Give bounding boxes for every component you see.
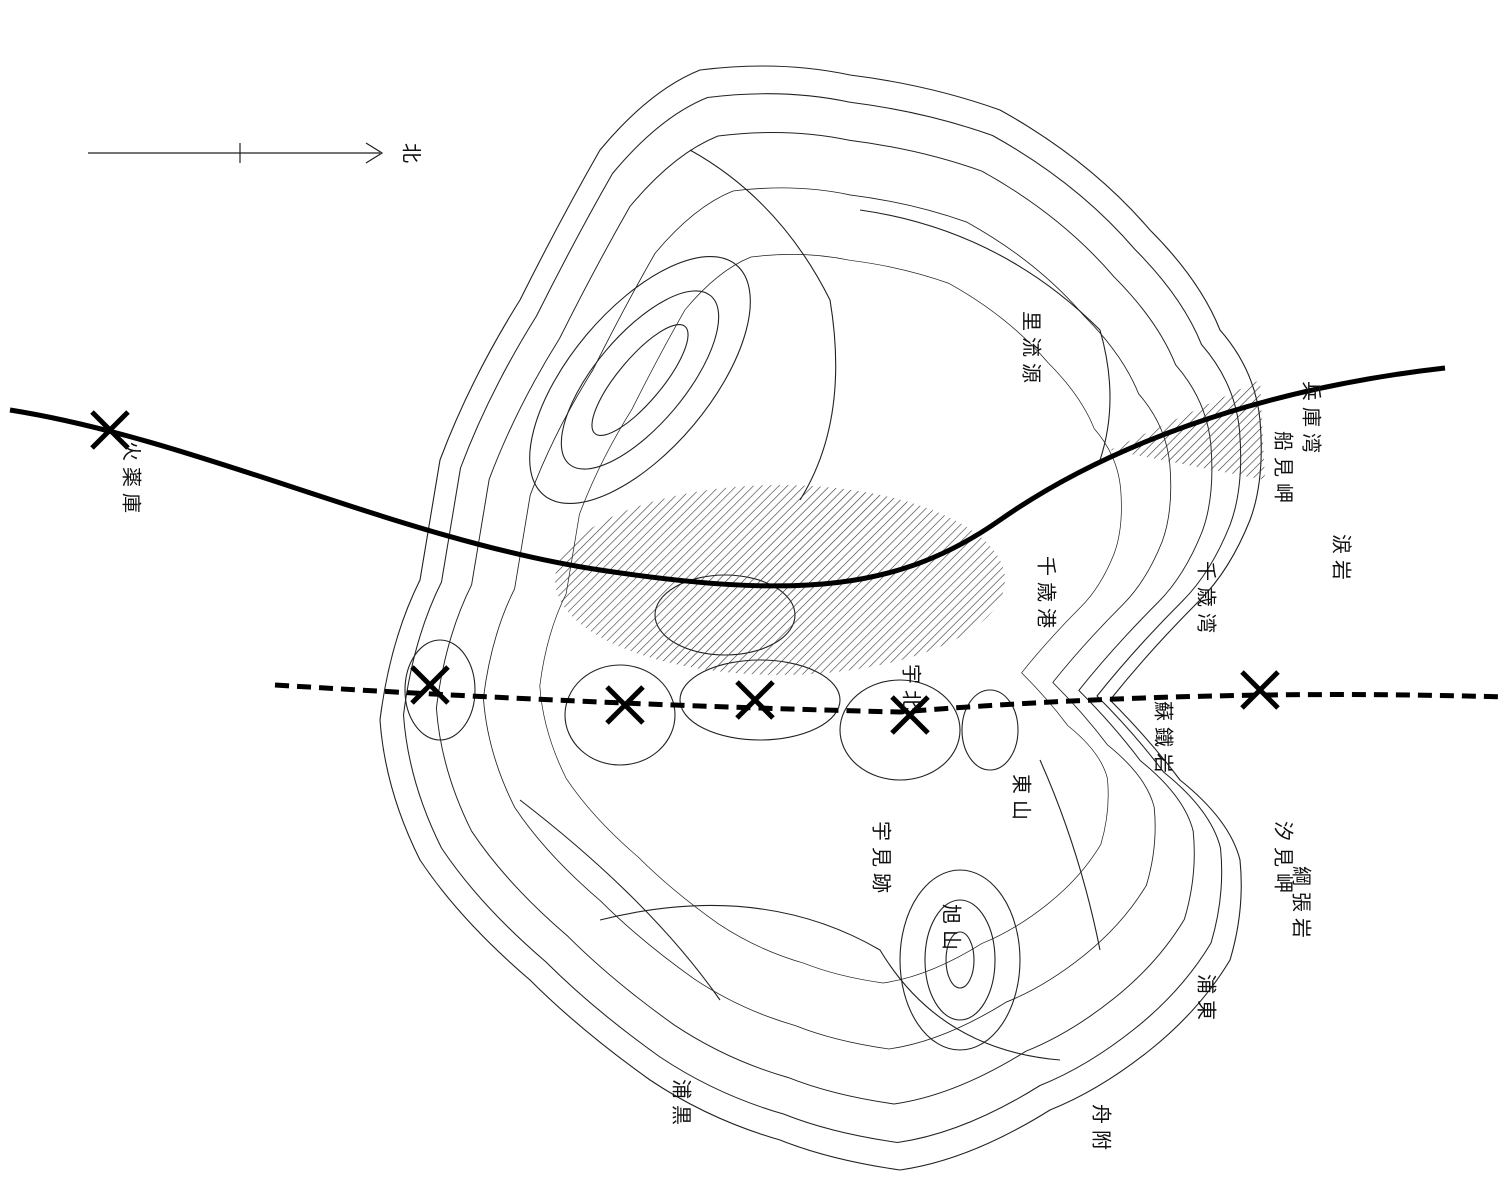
north-arrow <box>88 142 384 164</box>
dashed-line <box>274 682 1506 715</box>
place-label: 里流源 <box>1020 311 1044 389</box>
place-label: 東山 <box>1010 774 1034 826</box>
place-label: 火薬庫 <box>120 441 144 519</box>
place-label: 浦黒 <box>670 1079 694 1131</box>
hatched-zone <box>555 380 1265 675</box>
place-label: 舟附 <box>1090 1104 1114 1156</box>
place-label: 涙岩 <box>1330 534 1354 586</box>
place-label: 旭山 <box>940 904 964 956</box>
place-label: 宇北 <box>900 664 924 716</box>
solid-line <box>9 365 1446 589</box>
place-label: 宇見跡 <box>870 821 894 899</box>
place-label: 千歳湾 <box>1195 561 1219 639</box>
place-label: 浦東 <box>1195 974 1219 1026</box>
place-label: 千歳港 <box>1035 556 1059 634</box>
north-label: 北 <box>400 143 424 163</box>
place-label: 兵庫湾 <box>1300 381 1324 459</box>
place-label: 汐見岬 <box>1272 821 1296 899</box>
place-label: 綱張岩 <box>1290 866 1314 944</box>
place-label: 蘇鐵岩 <box>1152 701 1176 779</box>
x-marks <box>90 410 1280 735</box>
place-label: 船見岬 <box>1272 431 1296 509</box>
